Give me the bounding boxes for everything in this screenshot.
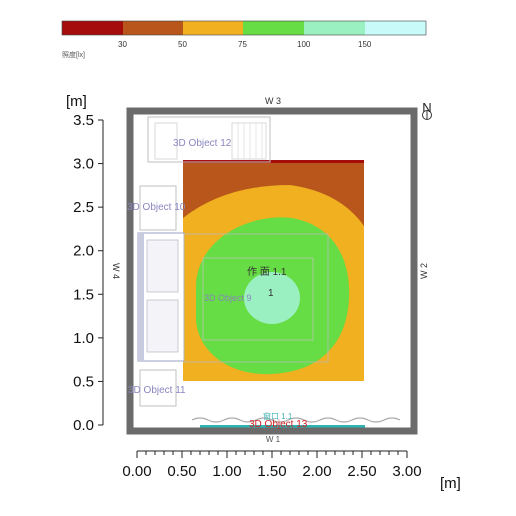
legend-unit: 照度[lx] bbox=[62, 52, 85, 59]
y-tick-label: 2.5 bbox=[73, 199, 94, 216]
object-10 bbox=[139, 185, 177, 231]
x-axis-unit: [m] bbox=[440, 475, 461, 492]
label-peak-value: 1 bbox=[268, 288, 274, 299]
y-tick-label: 1.5 bbox=[73, 286, 94, 303]
x-tick-label: 0.50 bbox=[167, 463, 196, 480]
legend-tick-1: 30 bbox=[118, 40, 127, 49]
room-walls bbox=[126, 107, 418, 435]
label-object-13: 3D Object 13 bbox=[249, 419, 308, 430]
y-tick-label: 1.0 bbox=[73, 330, 94, 347]
object-12 bbox=[147, 116, 271, 163]
legend-swatch-1 bbox=[62, 21, 123, 35]
label-object-11: 3D Object 11 bbox=[128, 385, 186, 396]
x-tick-label: 1.00 bbox=[212, 463, 241, 480]
object-9 bbox=[183, 233, 329, 363]
x-axis: 0.00 0.50 1.00 1.50 2.00 2.50 3.00 [m] bbox=[122, 450, 461, 492]
wall-label-top: W 3 bbox=[265, 96, 281, 106]
legend-swatch-5 bbox=[304, 21, 365, 35]
north-compass-icon: N bbox=[422, 100, 432, 120]
y-axis-unit: [m] bbox=[66, 93, 87, 110]
y-tick-label: 2.0 bbox=[73, 243, 94, 260]
color-legend-bar bbox=[61, 20, 427, 36]
north-label: N bbox=[422, 100, 431, 115]
object-11 bbox=[139, 369, 177, 407]
wall-label-right: W 2 bbox=[419, 263, 429, 279]
y-tick-label: 3.0 bbox=[73, 156, 94, 173]
label-object-12: 3D Object 12 bbox=[173, 138, 232, 149]
y-axis: [m] 3.5 3.0 2.5 2.0 1.5 1.0 0.5 0.0 bbox=[66, 93, 104, 434]
legend-tick-2: 50 bbox=[178, 40, 187, 49]
y-tick-label: 3.5 bbox=[73, 112, 94, 129]
label-object-9: 3D Object 9 bbox=[204, 293, 252, 303]
label-window: 窗口 1.1 bbox=[263, 411, 293, 421]
wall-label-left: W 4 bbox=[111, 263, 121, 279]
y-tick-label: 0.0 bbox=[73, 417, 94, 434]
x-tick-label: 3.00 bbox=[392, 463, 421, 480]
shelf-unit bbox=[137, 232, 185, 362]
wall-label-bottom: W 1 bbox=[266, 435, 281, 444]
x-tick-label: 0.00 bbox=[122, 463, 151, 480]
legend-swatch-4 bbox=[243, 21, 304, 35]
label-object-10: 3D Object 10 bbox=[127, 202, 186, 213]
legend-tick-5: 150 bbox=[358, 40, 372, 49]
x-tick-label: 2.50 bbox=[347, 463, 376, 480]
x-tick-label: 1.50 bbox=[257, 463, 286, 480]
legend-swatch-3 bbox=[183, 21, 243, 35]
legend-tick-3: 75 bbox=[238, 40, 247, 49]
label-work-plane: 作 面 1.1 bbox=[247, 266, 287, 278]
contour-zone-lightgreen bbox=[244, 272, 300, 324]
legend-swatch-2 bbox=[123, 21, 183, 35]
legend-swatch-6 bbox=[365, 21, 426, 35]
x-tick-label: 2.00 bbox=[302, 463, 331, 480]
y-tick-label: 0.5 bbox=[73, 373, 94, 390]
legend-tick-4: 100 bbox=[297, 40, 311, 49]
